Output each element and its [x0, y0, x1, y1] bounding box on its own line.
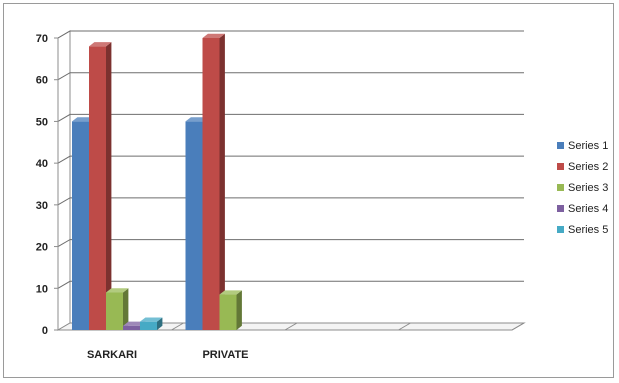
bar [106, 288, 129, 330]
gridline [57, 239, 524, 248]
y-tick-label: 40 [36, 158, 48, 170]
gridlines [54, 30, 525, 331]
legend-label: Series 3 [568, 182, 608, 194]
y-tick-label: 30 [36, 200, 48, 212]
bar [219, 290, 242, 330]
y-tick-label: 0 [42, 325, 48, 337]
gridline [57, 197, 524, 206]
category-divider [284, 322, 298, 331]
gridline [57, 280, 524, 289]
x-axis-category-labels: SARKARI PRIVATE [87, 349, 249, 361]
legend-swatch [557, 184, 564, 191]
legend-item: Series 5 [557, 224, 608, 236]
chart-walls [56, 30, 526, 331]
category-label: PRIVATE [202, 349, 248, 361]
legend-item: Series 1 [557, 140, 608, 152]
gridline [57, 113, 524, 122]
y-tick-label: 60 [36, 75, 48, 87]
y-axis-tick-labels: 0 10 20 30 40 50 60 70 [36, 33, 48, 337]
legend-item: Series 2 [557, 161, 608, 173]
category-divider [398, 322, 411, 331]
bar [89, 42, 112, 331]
category-label: SARKARI [87, 349, 137, 361]
legend-label: Series 1 [568, 140, 608, 152]
y-tick-label: 70 [36, 33, 48, 45]
bar [202, 33, 225, 331]
gridline [57, 30, 524, 39]
category-divider [171, 322, 184, 331]
legend-swatch [557, 205, 564, 212]
y-tick-label: 20 [36, 242, 48, 254]
legend-swatch [557, 142, 564, 149]
legend-label: Series 2 [568, 161, 608, 173]
legend: Series 1 Series 2 Series 3 Series 4 Series 5 [557, 140, 608, 236]
legend-item: Series 4 [557, 203, 608, 215]
gridline [57, 155, 524, 164]
bars [72, 33, 242, 331]
legend-item: Series 3 [557, 182, 608, 194]
gridline [57, 72, 524, 81]
bar [140, 317, 163, 330]
legend-swatch [557, 226, 564, 233]
y-tick-label: 10 [36, 283, 48, 295]
y-tick-label: 50 [36, 116, 48, 128]
legend-label: Series 4 [568, 203, 608, 215]
legend-swatch [557, 163, 564, 170]
category-divider [511, 322, 525, 331]
legend-label: Series 5 [568, 224, 608, 236]
